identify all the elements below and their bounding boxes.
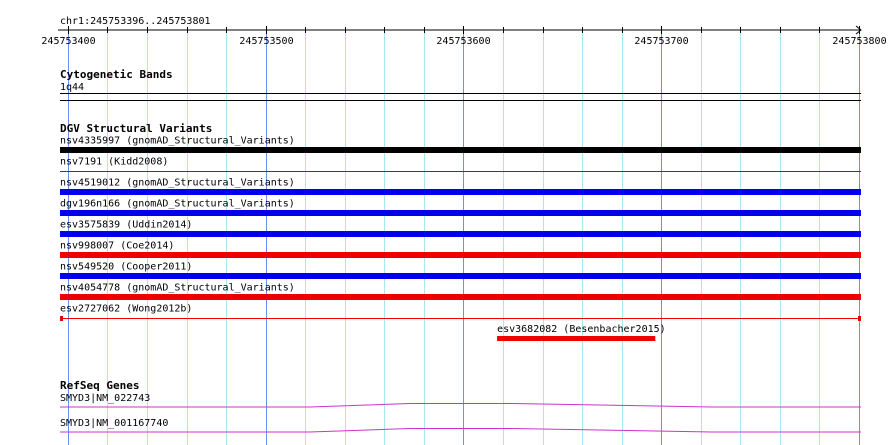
dgv-feature-bar[interactable] bbox=[60, 294, 861, 300]
dgv-feature-cap-right bbox=[858, 316, 861, 321]
dgv-feature-label: esv3575839 (Uddin2014) bbox=[60, 220, 192, 231]
dgv-feature-row[interactable]: esv2727062 (Wong2012b) bbox=[60, 304, 861, 322]
ruler-tick-label: 245753800 bbox=[832, 36, 886, 47]
refseq-track[interactable]: RefSeq Genes SMYD3|NM_022743 SMYD3|NM_00… bbox=[60, 379, 861, 433]
dgv-feature-bar[interactable] bbox=[60, 147, 861, 153]
dgv-feature-row[interactable]: nsv4054778 (gnomAD_Structural_Variants) bbox=[60, 283, 861, 301]
dgv-feature-row[interactable]: esv3575839 (Uddin2014) bbox=[60, 220, 861, 238]
coordinate-ruler[interactable]: chr1:245753396..245753801 245753400 24575… bbox=[41, 16, 886, 47]
gene-model-line[interactable] bbox=[60, 403, 861, 408]
gene-row[interactable]: SMYD3|NM_001167740 bbox=[60, 418, 861, 433]
cytoband-track[interactable]: Cytogenetic Bands 1q44 bbox=[60, 68, 861, 101]
dgv-feature-bar[interactable] bbox=[60, 189, 861, 195]
refseq-track-title: RefSeq Genes bbox=[60, 379, 139, 392]
dgv-feature-row[interactable]: dgv196n166 (gnomAD_Structural_Variants) bbox=[60, 199, 861, 217]
dgv-feature-label: dgv196n166 (gnomAD_Structural_Variants) bbox=[60, 199, 295, 210]
dgv-feature-list: nsv4335997 (gnomAD_Structural_Variants)n… bbox=[60, 136, 861, 322]
dgv-feature-row[interactable]: nsv998007 (Coe2014) bbox=[60, 241, 861, 259]
ruler-arrow-right bbox=[855, 25, 862, 35]
ruler-tick-label: 245753600 bbox=[436, 36, 490, 47]
ruler-tick-label: 245753400 bbox=[41, 36, 95, 47]
gene-model-line[interactable] bbox=[60, 428, 861, 433]
dgv-feature-bar[interactable] bbox=[60, 252, 861, 258]
ruler-tick-label: 245753700 bbox=[634, 36, 688, 47]
dgv-feature-label: nsv4519012 (gnomAD_Structural_Variants) bbox=[60, 178, 295, 189]
ruler-ticks: 245753400 245753500 245753600 245753700 2457… bbox=[41, 26, 887, 47]
dgv-track[interactable]: DGV Structural Variants nsv4335997 (gnom… bbox=[60, 122, 861, 341]
dgv-feature-bar[interactable] bbox=[497, 336, 656, 341]
locus-label: chr1:245753396..245753801 bbox=[60, 16, 211, 27]
dgv-feature-row[interactable]: nsv4335997 (gnomAD_Structural_Variants) bbox=[60, 136, 861, 154]
dgv-feature-label: nsv7191 (Kidd2008) bbox=[60, 157, 168, 168]
dgv-feature-label: nsv998007 (Coe2014) bbox=[60, 241, 174, 252]
dgv-feature-row[interactable]: nsv7191 (Kidd2008) bbox=[60, 157, 861, 172]
dgv-feature-bar[interactable] bbox=[60, 210, 861, 216]
dgv-feature-bar[interactable] bbox=[60, 231, 861, 237]
dgv-feature-label: esv2727062 (Wong2012b) bbox=[60, 304, 192, 315]
dgv-feature-bar[interactable] bbox=[60, 273, 861, 279]
dgv-extra-feature[interactable]: esv3682082 (Besenbacher2015) bbox=[497, 324, 666, 341]
dgv-feature-label: nsv4335997 (gnomAD_Structural_Variants) bbox=[60, 136, 295, 147]
gene-label: SMYD3|NM_022743 bbox=[60, 393, 150, 404]
dgv-feature-row[interactable]: nsv549520 (Cooper2011) bbox=[60, 262, 861, 280]
dgv-feature-label: nsv549520 (Cooper2011) bbox=[60, 262, 192, 273]
dgv-feature-cap-left bbox=[60, 316, 63, 321]
vertical-gridlines bbox=[68, 30, 860, 445]
dgv-feature-label: nsv4054778 (gnomAD_Structural_Variants) bbox=[60, 283, 295, 294]
dgv-feature-label: esv3682082 (Besenbacher2015) bbox=[497, 324, 666, 335]
gene-label: SMYD3|NM_001167740 bbox=[60, 418, 168, 429]
dgv-track-title: DGV Structural Variants bbox=[60, 122, 212, 135]
gene-row[interactable]: SMYD3|NM_022743 bbox=[60, 393, 861, 408]
cytoband-track-title: Cytogenetic Bands bbox=[60, 68, 173, 81]
ruler-tick-label: 245753500 bbox=[239, 36, 293, 47]
cytoband-label: 1q44 bbox=[60, 82, 84, 93]
dgv-feature-row[interactable]: nsv4519012 (gnomAD_Structural_Variants) bbox=[60, 178, 861, 196]
